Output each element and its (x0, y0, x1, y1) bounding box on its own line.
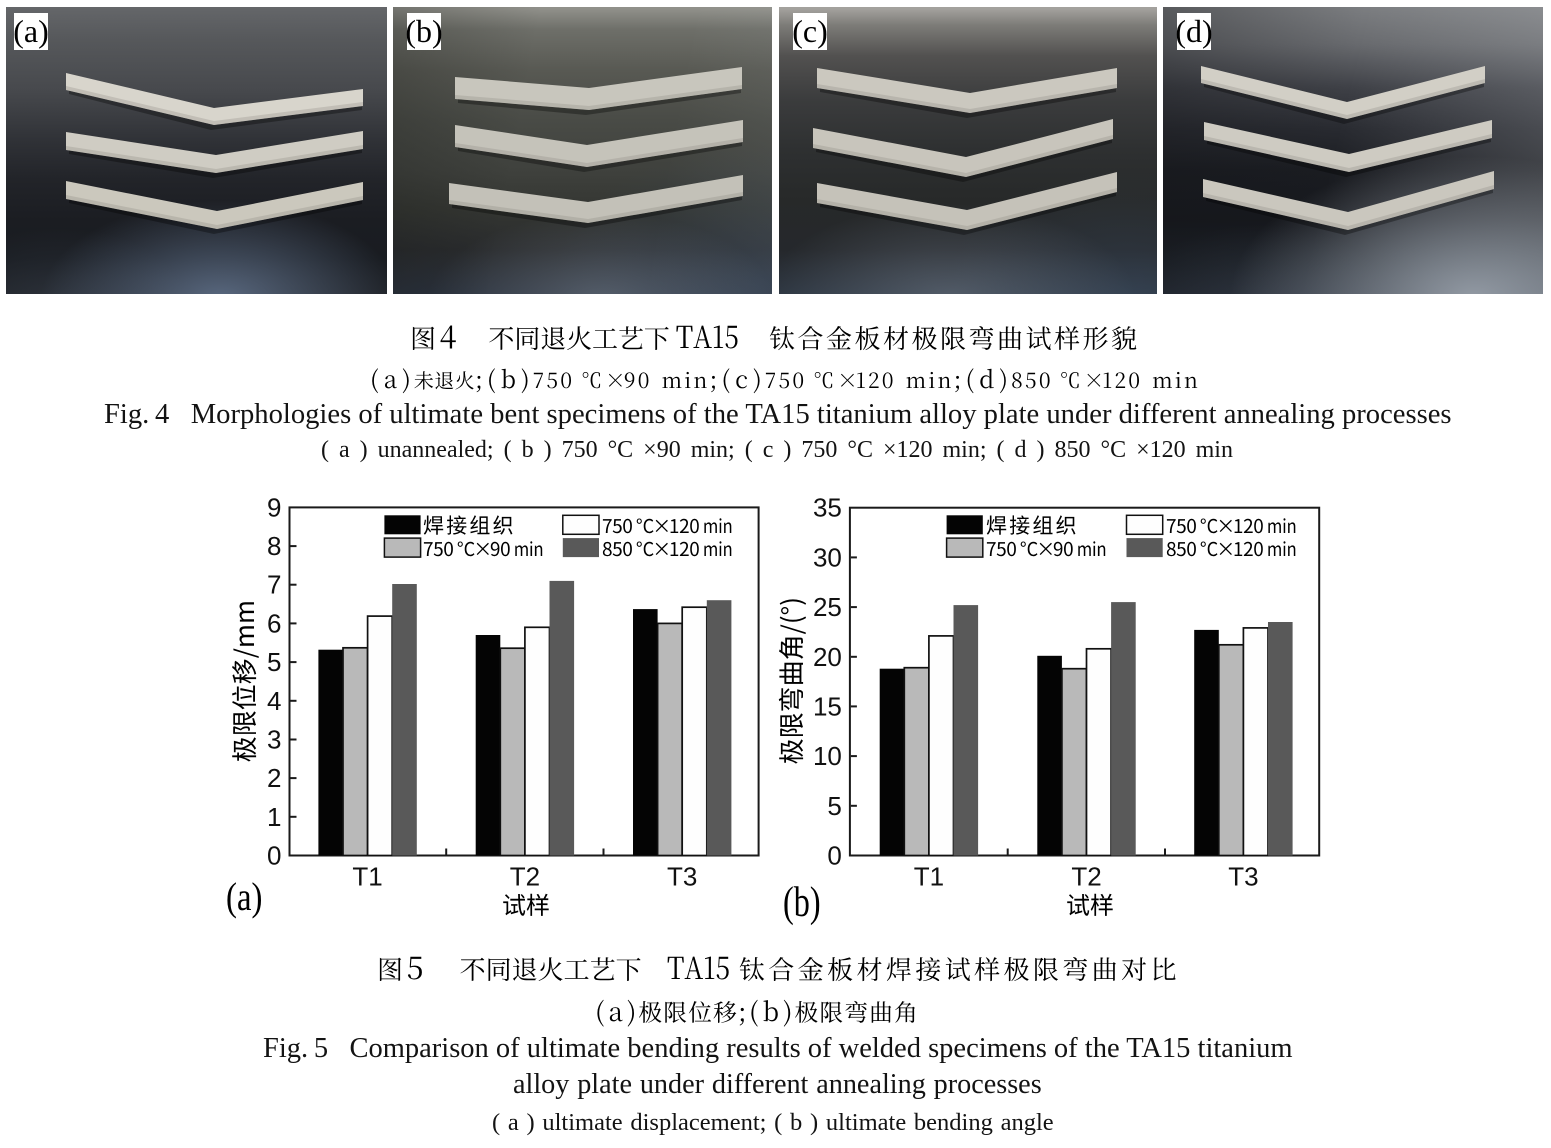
svg-text:4: 4 (267, 686, 281, 716)
svg-text:8: 8 (267, 531, 281, 561)
svg-text:10: 10 (813, 741, 842, 771)
svg-text:2: 2 (267, 763, 281, 793)
svg-text:7: 7 (267, 570, 281, 600)
svg-text:T1: T1 (352, 862, 382, 892)
svg-text:1: 1 (267, 802, 281, 832)
svg-text:T3: T3 (1228, 862, 1258, 892)
svg-text:5: 5 (827, 791, 841, 821)
svg-text:T2: T2 (1071, 862, 1101, 892)
svg-text:T3: T3 (667, 862, 697, 892)
svg-text:25: 25 (813, 592, 842, 622)
svg-text:30: 30 (813, 542, 842, 572)
svg-text:3: 3 (267, 725, 281, 755)
svg-text:0: 0 (267, 841, 281, 871)
svg-text:T1: T1 (914, 862, 944, 892)
svg-text:20: 20 (813, 642, 842, 672)
svg-text:35: 35 (813, 493, 842, 523)
svg-text:T2: T2 (510, 862, 540, 892)
svg-text:5: 5 (267, 647, 281, 677)
svg-text:9: 9 (267, 492, 281, 522)
svg-text:0: 0 (827, 841, 841, 871)
svg-text:15: 15 (813, 691, 842, 721)
svg-text:6: 6 (267, 608, 281, 638)
